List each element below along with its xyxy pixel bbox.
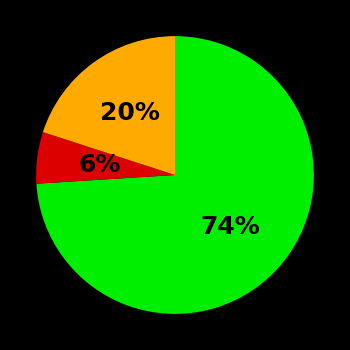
Wedge shape (36, 132, 175, 184)
Text: 6%: 6% (78, 153, 120, 177)
Text: 74%: 74% (201, 215, 260, 239)
Wedge shape (43, 36, 175, 175)
Text: 20%: 20% (100, 101, 160, 125)
Wedge shape (36, 36, 314, 314)
